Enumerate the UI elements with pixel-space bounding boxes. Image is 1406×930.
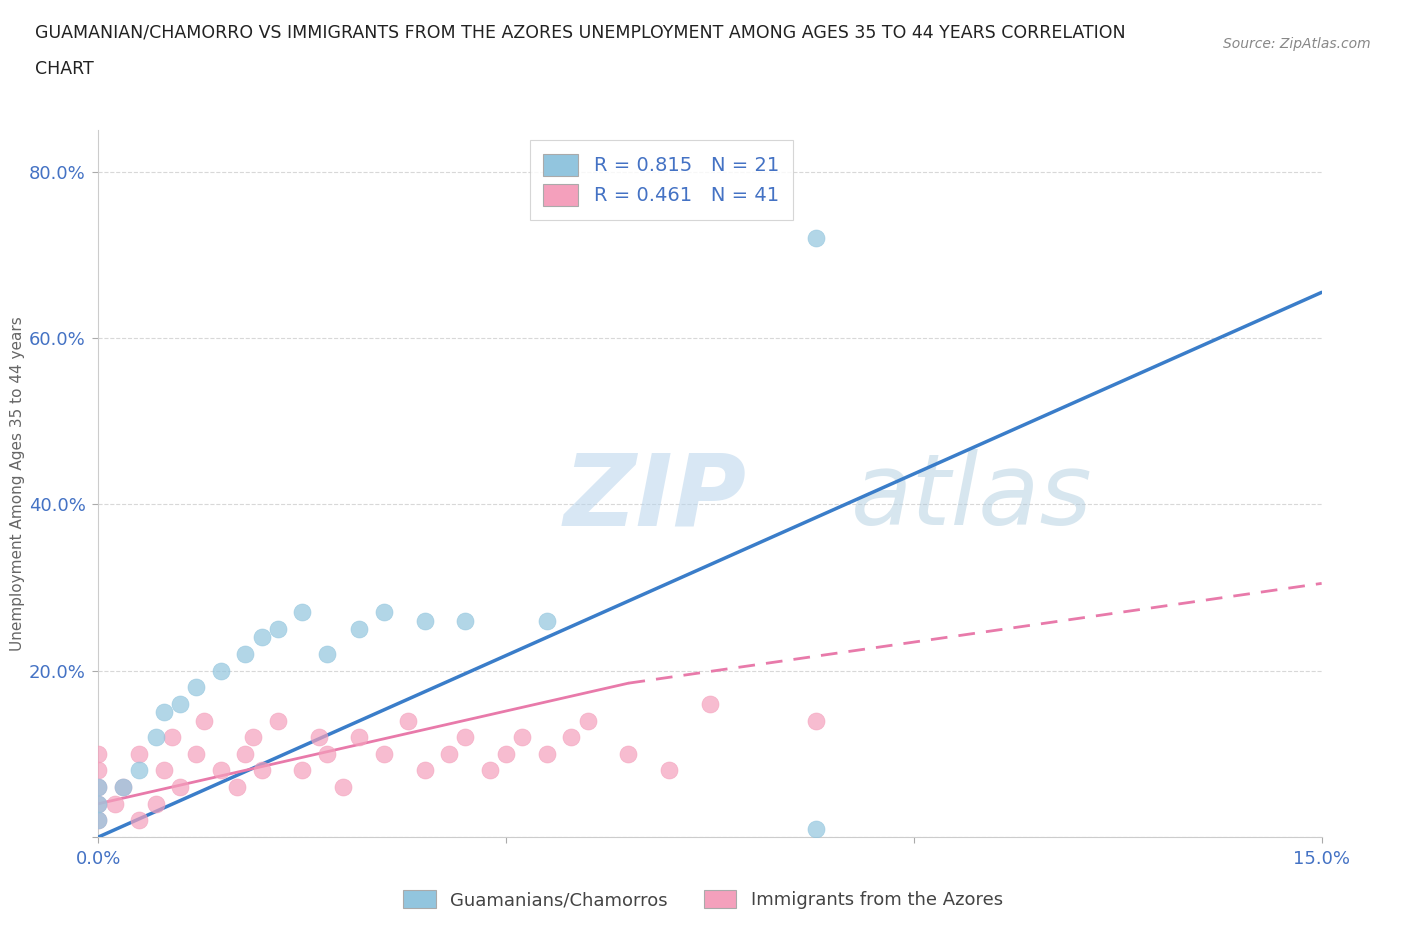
- Point: [291, 605, 314, 620]
- Point: [233, 747, 256, 762]
- Point: [128, 813, 150, 828]
- Point: [617, 747, 640, 762]
- Point: [512, 730, 534, 745]
- Point: [250, 630, 273, 644]
- Point: [233, 646, 256, 661]
- Point: [267, 713, 290, 728]
- Point: [186, 680, 208, 695]
- Point: [209, 763, 232, 777]
- Legend: Guamanians/Chamorros, Immigrants from the Azores: Guamanians/Chamorros, Immigrants from th…: [396, 883, 1010, 916]
- Point: [349, 730, 371, 745]
- Text: ZIP: ZIP: [564, 449, 747, 546]
- Point: [332, 779, 354, 794]
- Point: [111, 779, 134, 794]
- Point: [128, 747, 150, 762]
- Point: [87, 779, 110, 794]
- Point: [291, 763, 314, 777]
- Point: [87, 779, 110, 794]
- Legend: R = 0.815   N = 21, R = 0.461   N = 41: R = 0.815 N = 21, R = 0.461 N = 41: [530, 140, 793, 219]
- Point: [804, 821, 827, 836]
- Point: [87, 796, 110, 811]
- Text: CHART: CHART: [35, 60, 94, 78]
- Point: [87, 796, 110, 811]
- Point: [804, 713, 827, 728]
- Point: [111, 779, 134, 794]
- Point: [413, 763, 436, 777]
- Y-axis label: Unemployment Among Ages 35 to 44 years: Unemployment Among Ages 35 to 44 years: [10, 316, 25, 651]
- Point: [169, 697, 191, 711]
- Text: atlas: atlas: [851, 449, 1092, 546]
- Point: [576, 713, 599, 728]
- Point: [152, 763, 174, 777]
- Point: [193, 713, 215, 728]
- Point: [536, 614, 558, 629]
- Point: [396, 713, 419, 728]
- Point: [804, 231, 827, 246]
- Point: [145, 730, 167, 745]
- Point: [209, 663, 232, 678]
- Point: [373, 747, 395, 762]
- Point: [145, 796, 167, 811]
- Point: [536, 747, 558, 762]
- Point: [242, 730, 264, 745]
- Point: [160, 730, 183, 745]
- Point: [186, 747, 208, 762]
- Point: [87, 747, 110, 762]
- Point: [315, 646, 337, 661]
- Point: [315, 747, 337, 762]
- Point: [128, 763, 150, 777]
- Point: [87, 763, 110, 777]
- Point: [169, 779, 191, 794]
- Text: Source: ZipAtlas.com: Source: ZipAtlas.com: [1223, 37, 1371, 51]
- Point: [437, 747, 460, 762]
- Point: [349, 621, 371, 636]
- Text: GUAMANIAN/CHAMORRO VS IMMIGRANTS FROM THE AZORES UNEMPLOYMENT AMONG AGES 35 TO 4: GUAMANIAN/CHAMORRO VS IMMIGRANTS FROM TH…: [35, 23, 1126, 41]
- Point: [226, 779, 249, 794]
- Point: [267, 621, 290, 636]
- Point: [560, 730, 582, 745]
- Point: [308, 730, 330, 745]
- Point: [658, 763, 681, 777]
- Point: [454, 730, 477, 745]
- Point: [250, 763, 273, 777]
- Point: [454, 614, 477, 629]
- Point: [413, 614, 436, 629]
- Point: [495, 747, 517, 762]
- Point: [104, 796, 127, 811]
- Point: [87, 813, 110, 828]
- Point: [87, 813, 110, 828]
- Point: [699, 697, 721, 711]
- Point: [478, 763, 501, 777]
- Point: [373, 605, 395, 620]
- Point: [152, 705, 174, 720]
